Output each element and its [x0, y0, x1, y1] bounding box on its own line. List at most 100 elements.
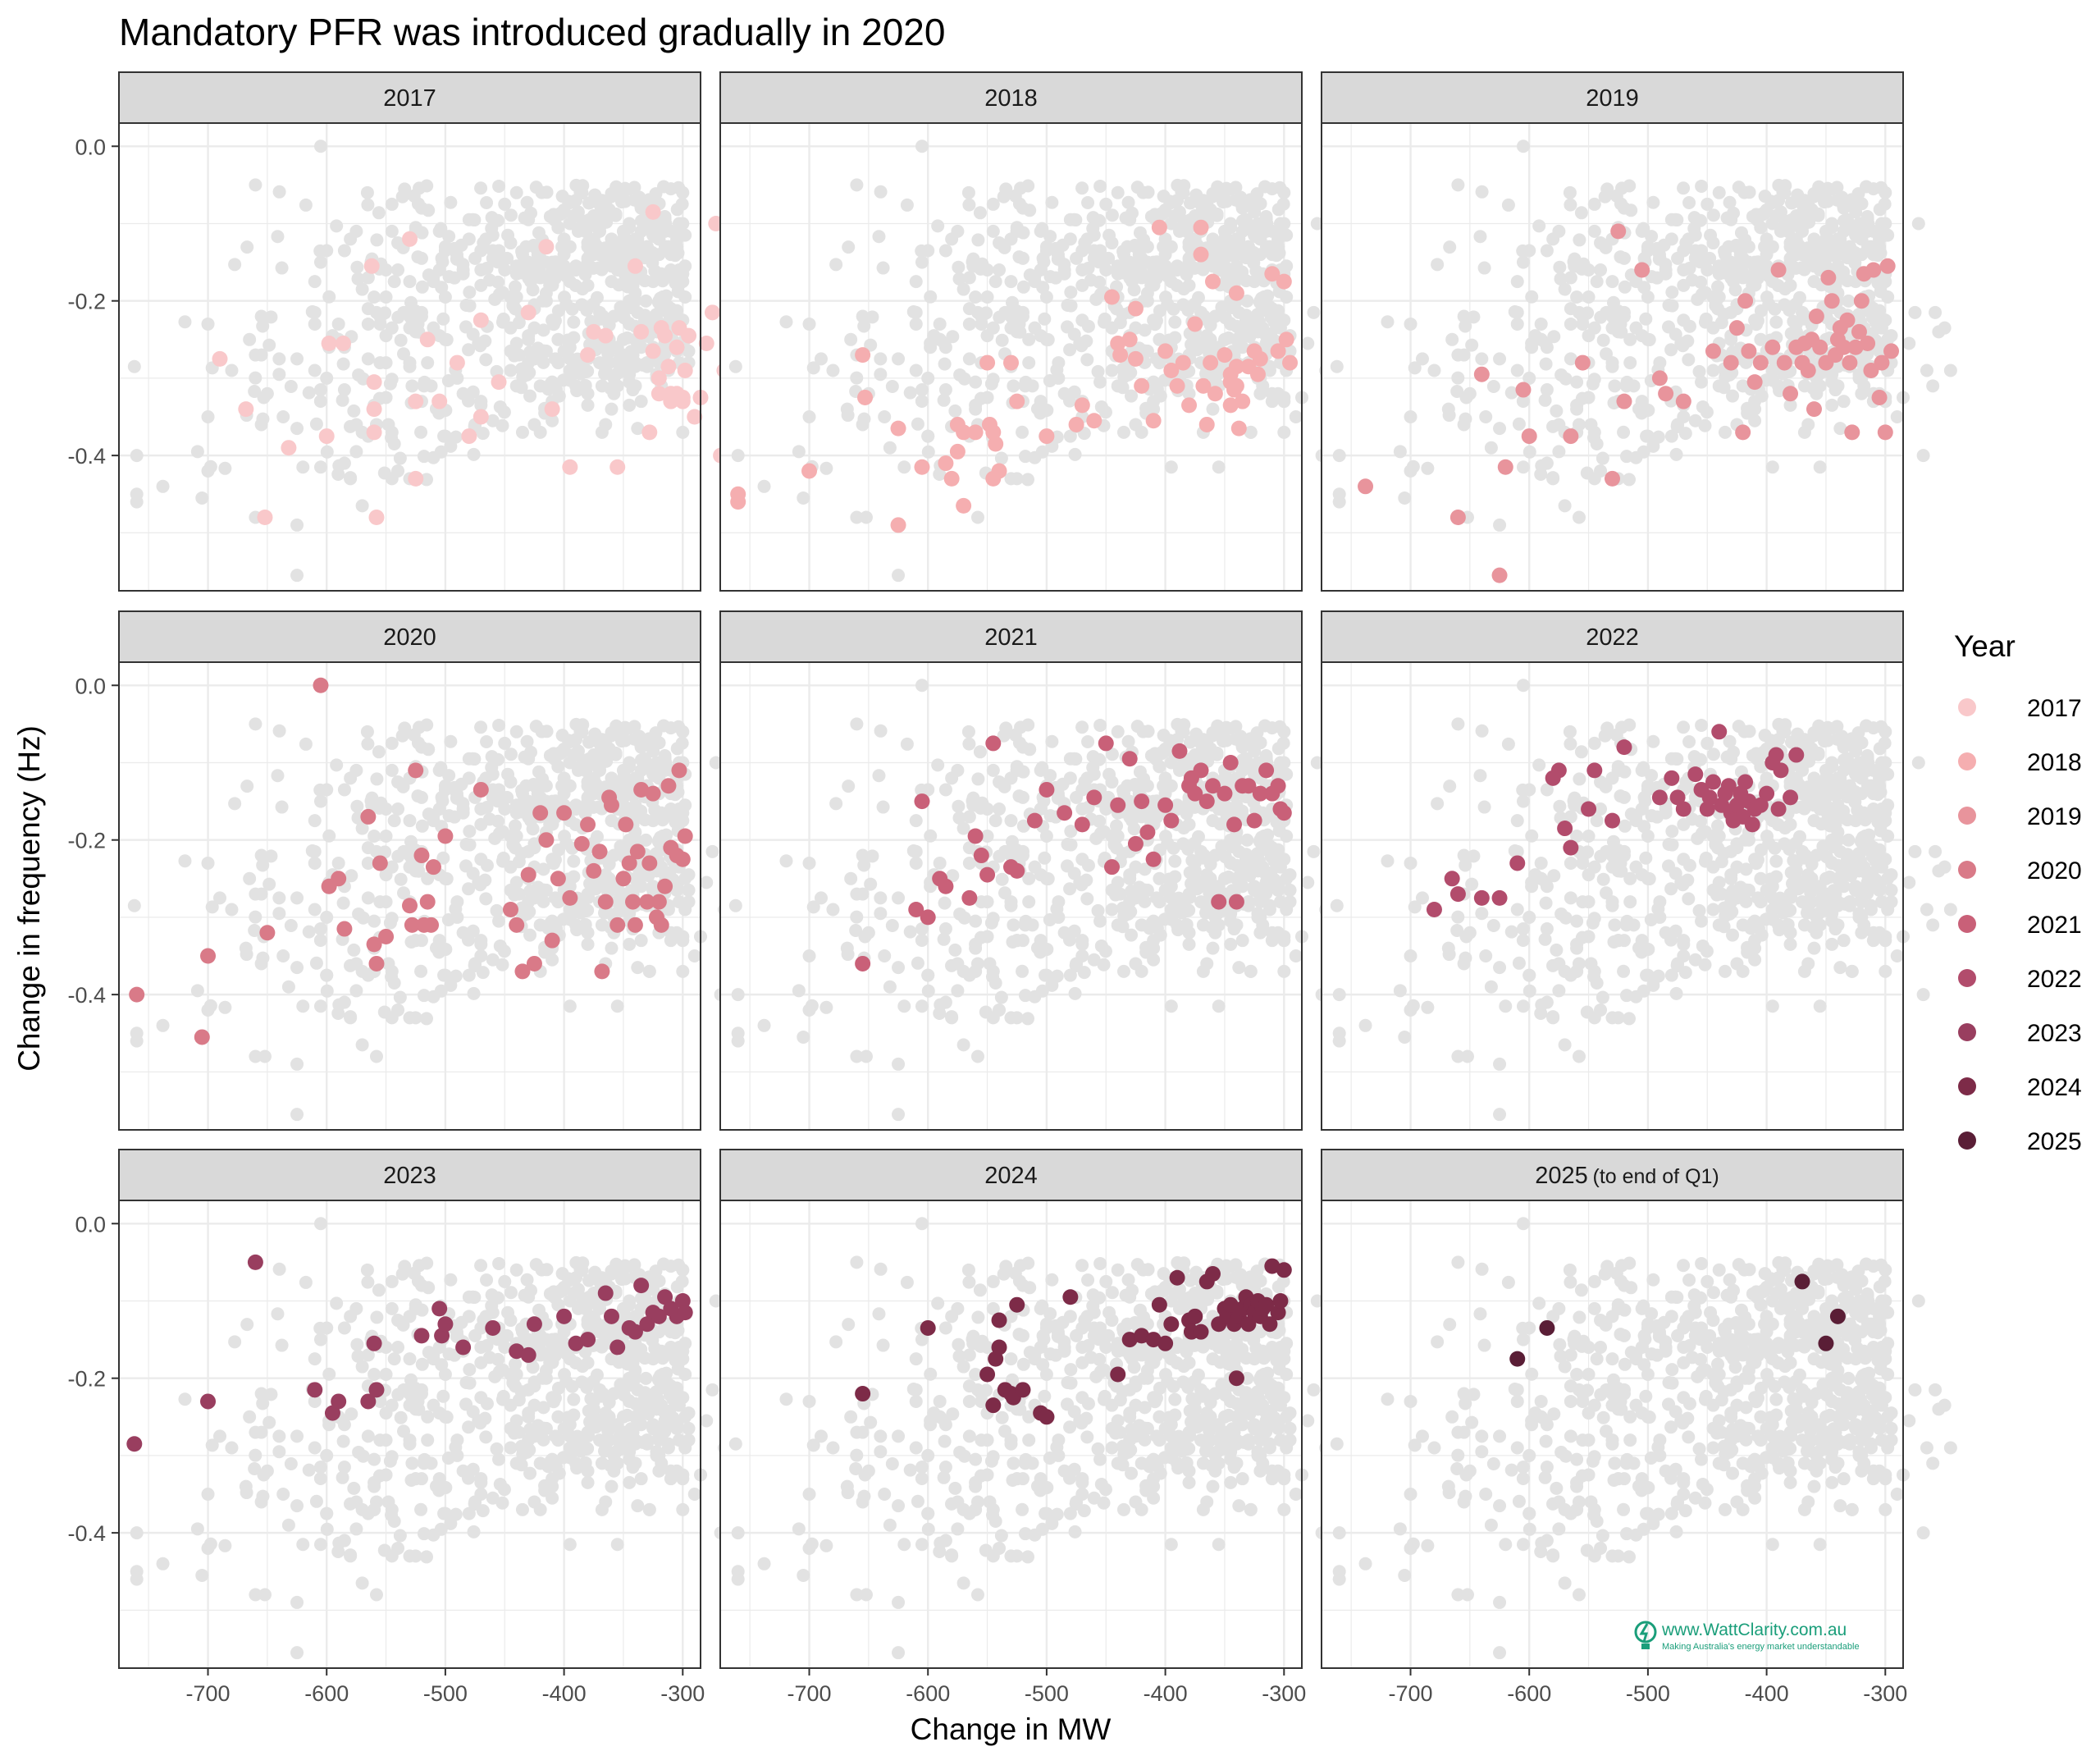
data-point — [1276, 805, 1292, 821]
data-point — [1270, 778, 1286, 794]
background-point — [1235, 265, 1249, 279]
background-point — [1568, 252, 1582, 266]
background-point — [966, 791, 980, 805]
background-point — [604, 382, 618, 395]
data-point — [651, 370, 667, 386]
background-point — [1614, 250, 1628, 264]
background-point — [705, 844, 719, 858]
background-point — [178, 854, 192, 868]
background-point — [394, 872, 408, 886]
background-point — [1484, 980, 1498, 994]
background-point — [1532, 758, 1546, 772]
data-point — [413, 848, 430, 864]
background-point — [826, 903, 840, 917]
background-point — [614, 300, 628, 314]
background-point — [1259, 210, 1273, 224]
background-point — [1129, 957, 1143, 971]
background-point — [1717, 266, 1731, 280]
background-point — [1873, 930, 1887, 944]
background-point — [1718, 425, 1732, 439]
background-point — [456, 797, 470, 811]
background-point — [272, 907, 286, 921]
background-point — [850, 371, 864, 385]
data-point — [335, 336, 351, 352]
background-point — [468, 752, 482, 766]
background-point — [1307, 844, 1321, 858]
background-point — [797, 491, 810, 505]
background-point — [628, 379, 642, 393]
background-point — [573, 185, 587, 199]
background-point — [337, 244, 351, 258]
background-point — [515, 245, 529, 258]
background-point — [322, 290, 336, 304]
background-point — [331, 856, 345, 870]
background-point — [1105, 903, 1119, 917]
data-point — [532, 805, 549, 821]
data-point — [580, 347, 596, 363]
background-point — [378, 306, 392, 320]
data-point — [1074, 816, 1090, 833]
background-point — [1516, 794, 1530, 808]
data-point — [1800, 362, 1816, 378]
background-point — [1155, 206, 1169, 220]
background-point — [1232, 961, 1246, 975]
background-point — [1271, 391, 1285, 405]
background-point — [1682, 195, 1696, 209]
background-point — [614, 839, 628, 853]
background-point — [1036, 281, 1050, 295]
data-point — [1658, 386, 1674, 402]
background-point — [1230, 918, 1244, 932]
background-point — [1063, 933, 1077, 947]
background-point — [1706, 903, 1720, 917]
background-point — [391, 849, 405, 863]
background-point — [377, 1005, 391, 1019]
background-point — [1582, 829, 1596, 843]
background-point — [826, 363, 840, 377]
data-point — [956, 497, 972, 514]
background-point — [631, 961, 645, 975]
background-point — [1310, 217, 1324, 231]
data-point — [594, 963, 610, 980]
background-point — [1215, 839, 1229, 853]
background-point — [969, 375, 983, 389]
background-point — [385, 736, 399, 750]
background-point — [1674, 336, 1688, 350]
background-point — [248, 924, 262, 938]
background-point — [585, 752, 599, 766]
background-point — [1842, 294, 1856, 308]
background-point — [993, 1003, 1007, 1017]
background-point — [422, 807, 436, 821]
background-point — [305, 304, 319, 318]
data-point — [1198, 416, 1215, 432]
background-point — [524, 745, 538, 759]
background-point — [1004, 472, 1018, 486]
background-point — [849, 924, 863, 938]
background-point — [885, 379, 899, 393]
data-point — [979, 354, 996, 371]
background-point — [911, 956, 924, 970]
background-point — [1669, 986, 1683, 1000]
background-point — [1682, 353, 1696, 367]
background-point — [463, 286, 477, 299]
data-point — [1171, 743, 1188, 759]
background-point — [617, 769, 631, 783]
background-point — [397, 886, 411, 900]
background-point — [859, 510, 873, 524]
background-point — [1926, 918, 1940, 932]
background-point — [1116, 266, 1130, 280]
background-point — [272, 891, 286, 905]
background-point — [924, 829, 938, 843]
data-point — [1449, 509, 1466, 525]
background-point — [1788, 244, 1802, 258]
background-point — [1332, 495, 1346, 509]
background-point — [385, 321, 399, 335]
background-point — [1075, 181, 1089, 195]
data-point — [674, 851, 691, 867]
data-point — [586, 323, 602, 340]
background-point — [1641, 404, 1655, 418]
data-point — [1074, 397, 1090, 414]
background-point — [649, 308, 663, 322]
background-point — [272, 185, 286, 199]
data-point — [973, 848, 989, 864]
